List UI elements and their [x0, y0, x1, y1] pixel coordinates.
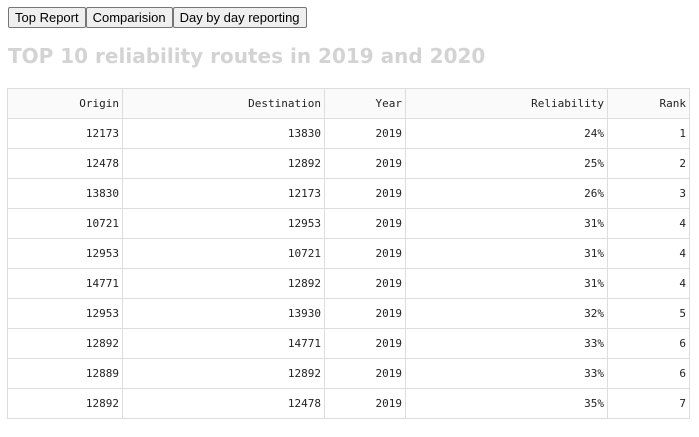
table-row: 14771 12892 2019 31% 4: [7, 268, 690, 299]
cell-destination: 12478: [122, 388, 325, 419]
cell-rank: 5: [607, 298, 690, 329]
cell-rank: 7: [607, 388, 690, 419]
cell-origin: 13830: [7, 178, 123, 209]
page-title: TOP 10 reliability routes in 2019 and 20…: [8, 44, 486, 68]
cell-year: 2019: [324, 178, 406, 209]
table-row: 12953 13930 2019 32% 5: [7, 298, 690, 329]
cell-destination: 12892: [122, 358, 325, 389]
column-header-destination: Destination: [122, 88, 325, 119]
cell-rank: 6: [607, 358, 690, 389]
cell-origin: 14771: [7, 268, 123, 299]
table-body: 12173 13830 2019 24% 1 12478 12892 2019 …: [7, 118, 690, 419]
cell-rank: 4: [607, 208, 690, 239]
comparision-button[interactable]: Comparision: [85, 7, 173, 28]
report-nav: Top Report Comparision Day by day report…: [8, 7, 307, 28]
table-row: 13830 12173 2019 26% 3: [7, 178, 690, 209]
routes-table: Origin Destination Year Reliability Rank…: [7, 88, 690, 419]
cell-origin: 12478: [7, 148, 123, 179]
cell-destination: 12953: [122, 208, 325, 239]
column-header-year: Year: [324, 88, 406, 119]
cell-rank: 2: [607, 148, 690, 179]
cell-destination: 12173: [122, 178, 325, 209]
cell-destination: 13830: [122, 118, 325, 149]
cell-year: 2019: [324, 358, 406, 389]
table-row: 12173 13830 2019 24% 1: [7, 118, 690, 149]
cell-reliability: 32%: [405, 298, 608, 329]
column-header-rank: Rank: [607, 88, 690, 119]
cell-reliability: 31%: [405, 238, 608, 269]
day-by-day-reporting-button[interactable]: Day by day reporting: [172, 7, 307, 28]
cell-reliability: 26%: [405, 178, 608, 209]
cell-year: 2019: [324, 238, 406, 269]
cell-year: 2019: [324, 208, 406, 239]
cell-reliability: 33%: [405, 358, 608, 389]
table-row: 12478 12892 2019 25% 2: [7, 148, 690, 179]
cell-rank: 6: [607, 328, 690, 359]
column-header-origin: Origin: [7, 88, 123, 119]
table-header-row: Origin Destination Year Reliability Rank: [7, 88, 690, 119]
cell-destination: 12892: [122, 148, 325, 179]
cell-year: 2019: [324, 118, 406, 149]
cell-destination: 12892: [122, 268, 325, 299]
cell-origin: 12892: [7, 328, 123, 359]
cell-rank: 4: [607, 238, 690, 269]
cell-year: 2019: [324, 268, 406, 299]
cell-destination: 10721: [122, 238, 325, 269]
cell-reliability: 35%: [405, 388, 608, 419]
cell-origin: 12892: [7, 388, 123, 419]
cell-destination: 13930: [122, 298, 325, 329]
top-report-button[interactable]: Top Report: [8, 7, 86, 28]
cell-origin: 12173: [7, 118, 123, 149]
table-row: 12892 14771 2019 33% 6: [7, 328, 690, 359]
cell-year: 2019: [324, 328, 406, 359]
routes-table-container: Origin Destination Year Reliability Rank…: [7, 88, 690, 419]
cell-rank: 3: [607, 178, 690, 209]
column-header-reliability: Reliability: [405, 88, 608, 119]
cell-reliability: 25%: [405, 148, 608, 179]
cell-origin: 12953: [7, 238, 123, 269]
cell-origin: 12889: [7, 358, 123, 389]
cell-year: 2019: [324, 298, 406, 329]
table-row: 12953 10721 2019 31% 4: [7, 238, 690, 269]
cell-reliability: 31%: [405, 208, 608, 239]
cell-origin: 10721: [7, 208, 123, 239]
cell-reliability: 33%: [405, 328, 608, 359]
cell-year: 2019: [324, 388, 406, 419]
cell-reliability: 24%: [405, 118, 608, 149]
cell-origin: 12953: [7, 298, 123, 329]
cell-rank: 1: [607, 118, 690, 149]
cell-destination: 14771: [122, 328, 325, 359]
cell-year: 2019: [324, 148, 406, 179]
cell-rank: 4: [607, 268, 690, 299]
cell-reliability: 31%: [405, 268, 608, 299]
table-row: 10721 12953 2019 31% 4: [7, 208, 690, 239]
table-row: 12892 12478 2019 35% 7: [7, 388, 690, 419]
table-row: 12889 12892 2019 33% 6: [7, 358, 690, 389]
